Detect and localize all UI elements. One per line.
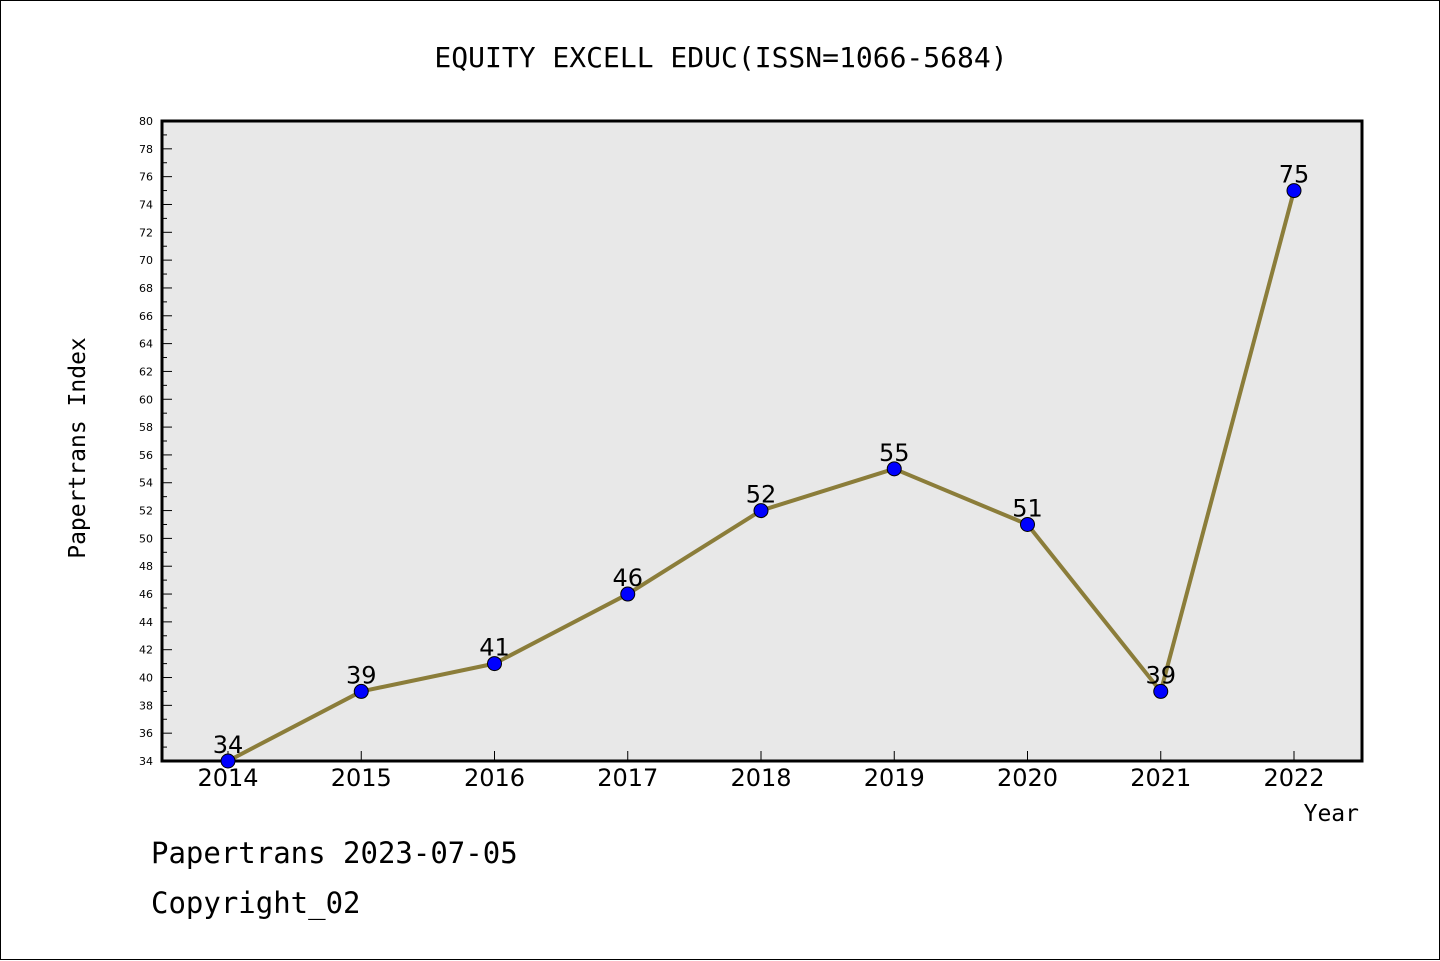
y-tick-label: 56 bbox=[139, 449, 153, 462]
y-tick-label: 46 bbox=[139, 588, 153, 601]
y-tick-label: 68 bbox=[139, 282, 153, 295]
data-label: 39 bbox=[1145, 661, 1176, 689]
data-label: 46 bbox=[612, 564, 643, 592]
chart-title: EQUITY EXCELL EDUC(ISSN=1066-5684) bbox=[434, 41, 1007, 74]
x-tick-label: 2021 bbox=[1130, 764, 1191, 792]
data-point bbox=[220, 753, 236, 769]
y-tick-label: 70 bbox=[139, 254, 153, 267]
y-tick-label: 66 bbox=[139, 310, 153, 323]
y-tick-label: 80 bbox=[139, 115, 153, 128]
data-point bbox=[620, 586, 636, 602]
plot-area bbox=[160, 119, 1364, 763]
series-group bbox=[220, 183, 1302, 769]
y-tick-label: 62 bbox=[139, 365, 153, 378]
footer-copyright: Copyright_02 bbox=[151, 886, 361, 920]
x-tick-label: 2022 bbox=[1263, 764, 1324, 792]
y-tick-label: 48 bbox=[139, 560, 153, 573]
x-tick-label: 2020 bbox=[997, 764, 1058, 792]
y-tick-label: 72 bbox=[139, 226, 153, 239]
data-point bbox=[886, 461, 902, 477]
data-label: 75 bbox=[1279, 161, 1310, 189]
y-tick-label: 64 bbox=[139, 338, 153, 351]
y-tick-label: 78 bbox=[139, 143, 153, 156]
x-tick-label: 2017 bbox=[597, 764, 658, 792]
y-tick-label: 36 bbox=[139, 727, 153, 740]
data-label: 52 bbox=[746, 481, 777, 509]
y-tick-label: 44 bbox=[139, 616, 153, 629]
y-tick-label: 42 bbox=[139, 644, 153, 657]
y-tick-label: 40 bbox=[139, 672, 153, 685]
y-tick-label: 76 bbox=[139, 171, 153, 184]
data-label: 39 bbox=[346, 661, 377, 689]
data-point bbox=[753, 503, 769, 519]
footer-date: Papertrans 2023-07-05 bbox=[151, 836, 518, 870]
x-tick-label: 2015 bbox=[331, 764, 392, 792]
x-tick-label: 2019 bbox=[864, 764, 925, 792]
x-axis-label: Year bbox=[1304, 801, 1359, 827]
data-label: 51 bbox=[1012, 494, 1043, 522]
data-point bbox=[1286, 183, 1302, 199]
x-tick-label: 2016 bbox=[464, 764, 525, 792]
y-tick-label: 74 bbox=[139, 198, 153, 211]
data-point bbox=[487, 656, 502, 672]
x-tick-label: 2014 bbox=[197, 764, 258, 792]
data-point bbox=[1020, 516, 1035, 532]
data-point bbox=[353, 683, 369, 699]
data-label: 34 bbox=[213, 731, 244, 759]
data-point bbox=[1153, 683, 1169, 699]
y-tick-label: 50 bbox=[139, 532, 153, 545]
y-tick-label: 34 bbox=[139, 755, 153, 768]
x-tick-label: 2018 bbox=[730, 764, 791, 792]
data-label: 55 bbox=[879, 439, 910, 467]
data-labels: 34 39 41 46 52 55 51 39 75 bbox=[213, 161, 1310, 759]
data-label: 41 bbox=[479, 634, 510, 662]
y-tick-label: 58 bbox=[139, 421, 153, 434]
y-tick-label: 54 bbox=[139, 477, 153, 490]
y-axis-label: Papertrans Index bbox=[65, 337, 91, 559]
y-tick-label: 60 bbox=[139, 393, 153, 406]
axis-ticks: 34 36 38 40 42 44 46 48 50 52 54 56 58 60 62 64 66 68 70 72… bbox=[139, 115, 1325, 792]
y-tick-label: 52 bbox=[139, 505, 153, 518]
y-tick-label: 38 bbox=[139, 699, 153, 712]
